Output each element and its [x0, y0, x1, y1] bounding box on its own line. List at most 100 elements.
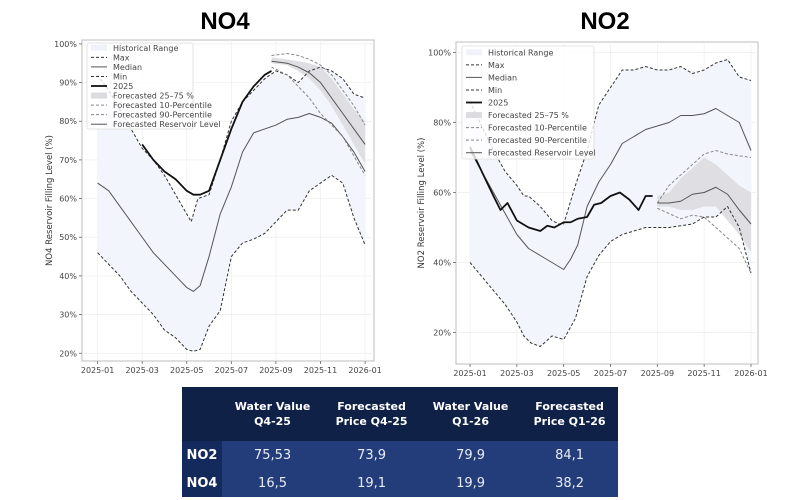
historical-range-area: [470, 59, 751, 347]
y-tick-label: 60%: [433, 189, 451, 198]
legend-label: Forecasted 10-Percentile: [488, 124, 587, 133]
legend-label: Forecasted 25–75 %: [113, 92, 194, 101]
legend-box: [86, 42, 194, 130]
legend-label: Historical Range: [113, 44, 178, 53]
legend-swatch: [91, 44, 107, 51]
min-line: [97, 174, 366, 352]
no2-chart: 20% 40% 60% 80% 100% 2025-01 2025-03 2025-05 202…: [417, 41, 768, 378]
legend-label: Forecasted 90-Percentile: [488, 136, 587, 145]
legend-box: [461, 45, 595, 160]
legend-label: Forecasted 10-Percentile: [113, 101, 212, 110]
max-line: [469, 59, 752, 225]
median-line: [97, 112, 366, 292]
header-line: Water Value: [432, 400, 509, 413]
x-tick-label: 2025-11: [304, 366, 337, 375]
y-tick-label: 80%: [433, 119, 451, 128]
y-axis-label: NO2 Reservoir Filling Level (%): [417, 138, 427, 269]
forecast-p10-line: [657, 207, 752, 274]
y-tick-label: 40%: [59, 272, 77, 281]
x-tick-label: 2025-09: [641, 369, 674, 378]
legend-label: 2025: [113, 82, 133, 91]
historical-range-area: [97, 67, 366, 352]
line-2025: [469, 146, 653, 232]
y-tick-label: 50%: [59, 233, 77, 242]
y-tick-label: 100%: [54, 40, 77, 49]
no4-chart-title: NO4: [200, 8, 250, 35]
header-line: Q1-26: [452, 415, 489, 428]
legend-label: Max: [488, 61, 505, 70]
forecast-reservoir-line: [271, 60, 366, 145]
table-row: NO2 75,53 73,9 79,9 84,1: [182, 441, 618, 469]
table-row: NO4 16,5 19,1 19,9 38,2: [182, 469, 618, 497]
median-line: [469, 108, 752, 270]
legend-label: Forecasted 90-Percentile: [113, 111, 212, 120]
x-tick-label: 2025-07: [594, 369, 627, 378]
row-label: NO2: [182, 441, 222, 469]
legend-label: Median: [113, 63, 142, 72]
y-tick-label: 90%: [59, 79, 77, 88]
table-header-water-value-q1-26: Water Value Q1-26: [419, 387, 522, 441]
table-cell: 38,2: [521, 469, 618, 497]
legend-label: Min: [488, 86, 502, 95]
legend-label: Historical Range: [488, 48, 553, 57]
y-tick-label: 40%: [433, 259, 451, 268]
y-tick-label: 30%: [59, 311, 77, 320]
table-header-water-value-q4-25: Water Value Q4-25: [221, 387, 324, 441]
row-label: NO4: [182, 469, 222, 497]
header-line: Price Q4-25: [335, 415, 408, 428]
y-tick-label: 20%: [59, 349, 77, 358]
table-header-corner: [182, 387, 222, 441]
table-header-row: Water Value Q4-25 Forecasted Price Q4-25 W…: [182, 387, 618, 441]
header-line: Q4-25: [254, 415, 291, 428]
x-tick-label: 2025-01: [81, 366, 114, 375]
min-line: [469, 206, 752, 347]
table-cell: 19,9: [419, 469, 522, 497]
forecast-25-75-band: [271, 57, 366, 164]
legend-label: Forecasted Reservoir Level: [488, 149, 596, 158]
header-line: Forecasted: [337, 400, 406, 413]
table-cell: 79,9: [419, 441, 522, 469]
header-line: Water Value: [234, 400, 311, 413]
y-tick-label: 100%: [428, 49, 451, 58]
max-line: [97, 66, 366, 223]
table-cell: 16,5: [221, 469, 324, 497]
water-value-table: Water Value Q4-25 Forecasted Price Q4-25 W…: [182, 387, 618, 497]
legend-label: Forecasted Reservoir Level: [113, 120, 221, 129]
x-tick-label: 2025-03: [500, 369, 533, 378]
x-tick-label: 2025-01: [453, 369, 486, 378]
header-line: Forecasted: [535, 400, 604, 413]
x-tick-label: 2025-07: [215, 366, 248, 375]
forecast-p90-line: [656, 150, 752, 204]
y-tick-label: 60%: [59, 195, 77, 204]
legend-label: Min: [113, 72, 127, 81]
table-cell: 73,9: [323, 441, 420, 469]
y-tick-label: 70%: [59, 156, 77, 165]
legend-swatch: [466, 49, 482, 56]
x-tick-label: 2025-05: [170, 366, 203, 375]
x-tick-label: 2025-11: [687, 369, 720, 378]
table-cell: 84,1: [521, 441, 618, 469]
header-line: Price Q1-26: [533, 415, 606, 428]
legend: Historical RangeMaxMedianMin2025Forecast…: [86, 42, 221, 130]
legend-label: Forecasted 25–75 %: [488, 111, 569, 120]
table-cell: 75,53: [221, 441, 324, 469]
x-tick-label: 2026-01: [348, 366, 381, 375]
x-tick-label: 2026-01: [734, 369, 767, 378]
legend-swatch: [466, 112, 482, 119]
no2-chart-title: NO2: [580, 8, 630, 35]
legend-label: Max: [113, 53, 130, 62]
legend-label: 2025: [488, 99, 508, 108]
legend-label: Median: [488, 73, 517, 82]
forecast-p10-line: [271, 66, 366, 176]
forecast-reservoir-line: [657, 186, 752, 225]
forecast-25-75-band: [657, 157, 751, 252]
legend: Historical Range Max Median Min 2025 Forecast…: [461, 45, 596, 160]
y-axis-label: NO4 Reservoir Filling Level (%): [45, 135, 55, 266]
no4-chart: 20% 30% 40% 50% 60% 70% 80% 90% 100% 2025-01 2025-…: [45, 39, 382, 375]
legend-swatch: [91, 92, 107, 99]
forecast-p90-line: [271, 53, 366, 126]
x-tick-label: 2025-09: [259, 366, 292, 375]
table-header-forecasted-price-q4-25: Forecasted Price Q4-25: [323, 387, 420, 441]
y-tick-label: 20%: [433, 329, 451, 338]
line-2025: [141, 70, 272, 196]
